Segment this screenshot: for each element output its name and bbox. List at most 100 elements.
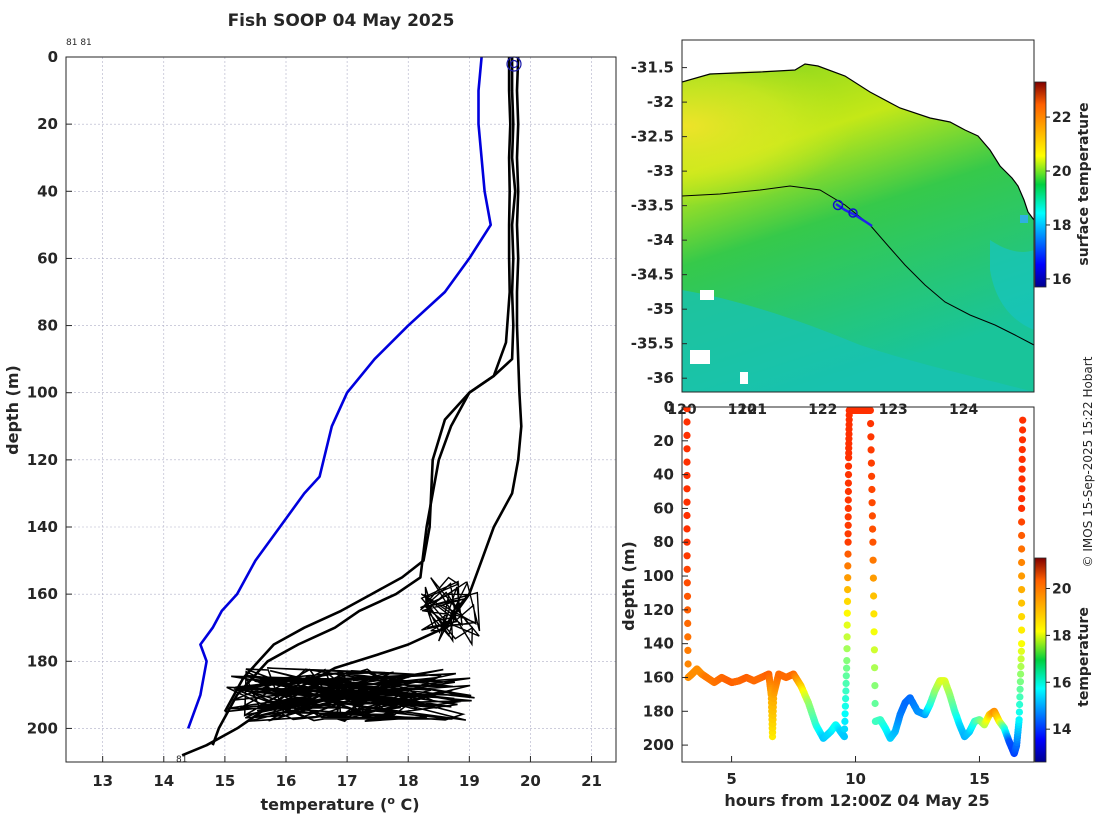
profile-lines [181,57,523,757]
section-point [683,498,691,506]
section-frame [681,406,1035,763]
section-point [1018,455,1026,463]
map-cb-label-0: 16 [1052,272,1071,288]
map-colorbar-label: surface temperature [1076,102,1092,265]
profile-bottom-scatter [224,667,475,723]
section-point [1018,495,1026,503]
section-ytick-label-6: 120 [643,601,674,619]
section-ylabel: depth (m) [619,541,638,631]
figure-title: Fish SOOP 04 May 2025 [228,11,455,31]
profile-panel: 13 14 15 16 17 18 19 20 21 0 20 40 60 80 100 120 140 160 1… [3,38,617,814]
section-ytick-label-3: 60 [653,499,674,517]
section-point [1018,626,1026,634]
section-point [683,579,691,587]
map-xtick-label-3: 122 [808,402,837,418]
section-point [1019,426,1027,434]
section-point [1018,613,1026,621]
map-track-start [832,199,844,211]
profile-ytick-label-8: 160 [27,585,58,603]
section-point [843,664,851,672]
section-ytick-label-9: 180 [643,702,674,720]
section-point [1017,655,1025,663]
map-colorbar [1034,81,1047,288]
profile-ytick-label-0: 0 [48,48,58,66]
map-ytick-label-1: -32 [647,93,674,111]
section-point [844,550,852,558]
section-point [683,431,691,439]
map-cb-label-2: 20 [1052,164,1072,180]
section-point [1018,485,1026,493]
section-point [1018,572,1026,580]
section-point [683,565,691,573]
map-ytick-label-9: -36 [647,369,674,387]
section-point [1018,586,1026,594]
section-point [683,525,691,533]
profile-ytick-label-6: 120 [27,451,58,469]
profile-grid [66,56,616,762]
section-point [684,660,692,668]
map-xtick-label-5: 124 [949,402,978,418]
section-point [841,717,849,726]
map-ytick-label-4: -33.5 [631,197,674,215]
section-point [844,562,852,570]
section-point [867,433,875,441]
map-gap-2 [690,350,710,364]
map-gap-1 [700,290,714,300]
map-cool-east [990,240,1034,330]
section-point [684,633,692,641]
map-ticks: -31.5 -32 -32.5 -33 -33.5 -34 -34.5 -35 -35.5 -36… [631,59,979,418]
section-point [843,621,851,629]
section-ytick-label-7: 140 [643,635,674,653]
section-point [844,530,852,538]
section-point [1018,558,1026,567]
section-points [683,407,1027,758]
profile-ytick-label-7: 140 [27,518,58,536]
section-point [683,552,691,560]
section-point [869,538,877,546]
section-ytick-label-0: 0 [664,398,674,416]
map-ytick-label-6: -34.5 [631,266,674,284]
section-xtick-label-2: 15 [969,770,990,788]
section-point [1017,670,1025,678]
section-point [1018,465,1026,473]
profile-top-note: 81 81 [66,38,92,48]
section-point [869,525,877,533]
section-point [843,597,852,606]
section-point [683,485,691,493]
section-point [683,418,691,426]
profile-xtick-label-8: 21 [581,772,602,790]
section-colorbar [1034,557,1047,763]
section-point [870,592,878,600]
section-point [867,459,876,467]
section-xtick-label-0: 5 [726,770,736,788]
map-xtick-label-4: 123 [879,402,908,418]
section-point [870,646,879,654]
section-ytick-label-2: 40 [653,466,674,484]
section-point [1018,518,1026,526]
section-point [870,610,878,618]
section-point [1016,700,1024,709]
map-ytick-label-7: -35 [647,300,674,318]
profile-xtick-label-7: 20 [520,772,541,790]
profile-xtick-label-6: 19 [459,772,480,790]
section-point [868,472,876,480]
section-point [841,725,849,733]
section-point [683,445,691,453]
section-point [844,538,852,546]
section-colorbar-ticks: 14 16 18 20 [1046,581,1072,738]
section-point [1018,446,1026,454]
section-point [1018,531,1026,540]
section-point [1018,545,1026,553]
profile-xlabel: temperature (o C) [260,794,419,814]
section-point [842,679,850,688]
map-colorbar-ticks: 16 18 20 22 [1046,110,1072,288]
section-point [844,496,852,504]
section-point [683,511,691,520]
map-shelf-contour [682,185,1034,346]
section-point [871,699,879,708]
profile-mid-scatter [419,576,481,647]
section-point [1018,599,1026,607]
profile-line-climatology [186,57,492,729]
section-ticks: 5 10 15 0 20 40 60 80 100 120 140 160 180 200 [643,398,990,788]
map-cb-label-3: 22 [1052,110,1071,126]
